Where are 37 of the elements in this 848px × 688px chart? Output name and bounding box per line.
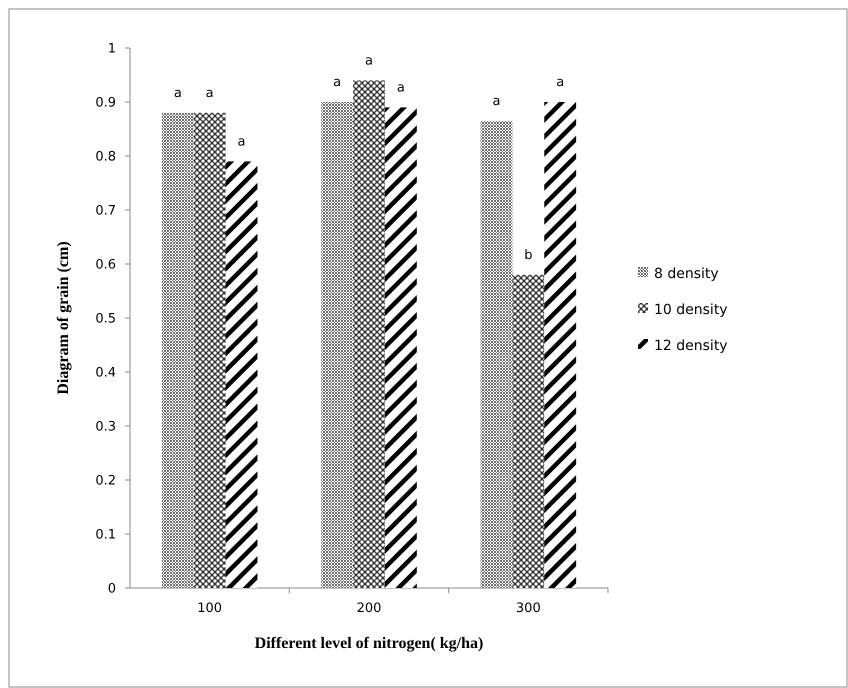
y-tick-label: 0.5 bbox=[95, 312, 116, 327]
x-tick-label: 100 bbox=[197, 601, 222, 616]
y-tick-label: 0.1 bbox=[95, 528, 116, 543]
legend-label: 10 density bbox=[654, 302, 728, 318]
data-label: a bbox=[396, 80, 405, 96]
x-tick-label: 300 bbox=[516, 601, 541, 616]
bar bbox=[480, 120, 512, 588]
y-tick-label: 0.4 bbox=[95, 366, 116, 381]
y-axis-title: Diagram of grain (cm) bbox=[55, 241, 72, 395]
x-tick-label: 200 bbox=[356, 601, 382, 616]
data-label: a bbox=[238, 134, 246, 150]
x-axis-title: Different level of nitrogen( kg/ha) bbox=[254, 635, 484, 652]
y-tick-label: 0.2 bbox=[95, 474, 116, 489]
data-label: a bbox=[206, 86, 214, 101]
bar bbox=[512, 274, 544, 588]
bar bbox=[226, 161, 258, 588]
y-tick-label: 0.6 bbox=[95, 258, 116, 273]
bar bbox=[194, 112, 226, 588]
legend-label: 12 density bbox=[654, 338, 728, 354]
y-tick-label: 0.8 bbox=[95, 150, 116, 165]
data-label: a bbox=[333, 75, 342, 90]
bar bbox=[384, 107, 417, 588]
y-tick-label: 0 bbox=[108, 582, 116, 597]
data-label: a bbox=[174, 86, 182, 101]
y-tick-label: 0.9 bbox=[95, 96, 116, 111]
data-label: a bbox=[365, 53, 373, 68]
bar bbox=[162, 112, 194, 588]
bar bbox=[353, 80, 385, 588]
bar bbox=[321, 102, 354, 588]
y-tick-label: 0.7 bbox=[95, 204, 116, 219]
legend-label: 8 density bbox=[654, 266, 719, 282]
data-label: a bbox=[492, 94, 500, 109]
data-label: b bbox=[524, 248, 532, 263]
bar bbox=[544, 102, 576, 588]
y-tick-label: 0.3 bbox=[95, 420, 116, 435]
data-label: a bbox=[556, 75, 564, 90]
y-tick-label: 1 bbox=[108, 42, 116, 57]
